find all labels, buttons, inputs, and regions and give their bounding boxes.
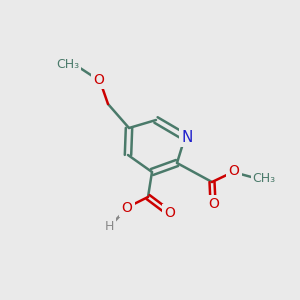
Text: N: N xyxy=(181,130,193,145)
Text: O: O xyxy=(94,73,104,87)
Text: CH₃: CH₃ xyxy=(252,172,276,184)
Text: O: O xyxy=(122,201,132,215)
Text: CH₃: CH₃ xyxy=(56,58,80,70)
Text: O: O xyxy=(208,197,219,211)
Text: H: H xyxy=(104,220,114,232)
Text: O: O xyxy=(229,164,239,178)
Text: O: O xyxy=(165,206,176,220)
